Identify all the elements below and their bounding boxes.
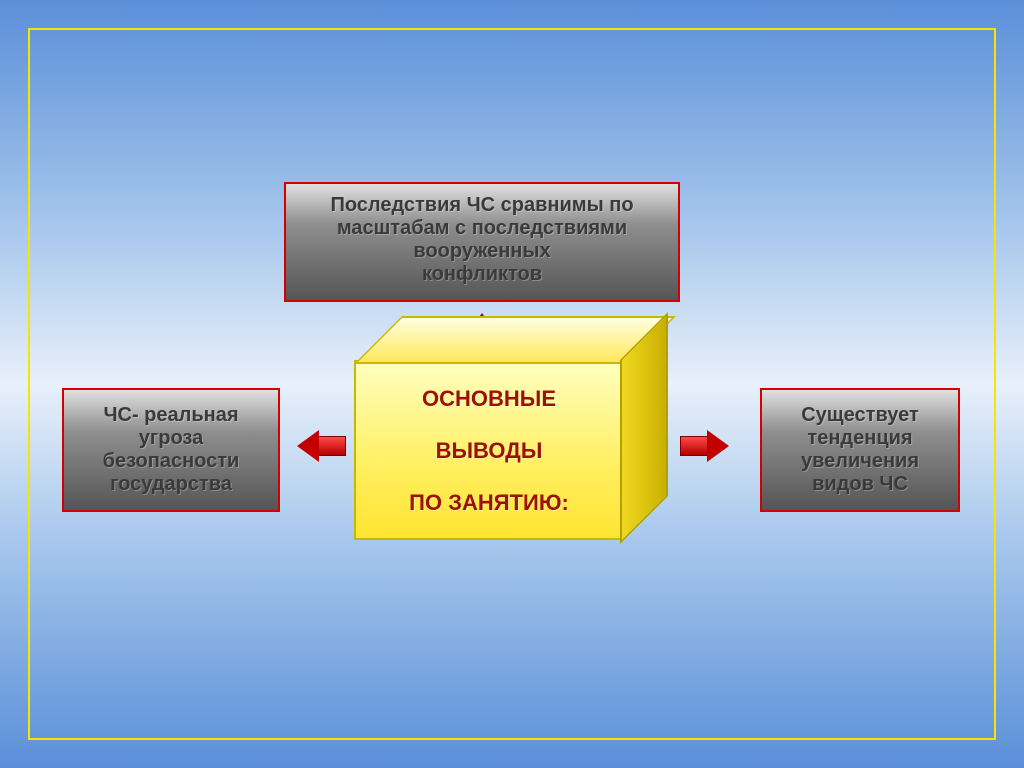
cube-line: ОСНОВНЫЕ — [356, 386, 622, 412]
cube-line: ПО ЗАНЯТИЮ: — [356, 490, 622, 516]
box-top: Последствия ЧС сравнимы по масштабам с п… — [284, 182, 680, 302]
box-right-line: увеличения — [776, 450, 944, 473]
box-right-line: Существует — [776, 404, 944, 427]
box-right: Существует тенденция увеличения видов ЧС — [760, 388, 960, 512]
box-top-line: масштабам с последствиями — [296, 217, 668, 240]
arrow-left-icon — [296, 430, 346, 462]
box-left-line: государства — [78, 473, 264, 496]
cube-line: ВЫВОДЫ — [356, 438, 622, 464]
box-left-line: ЧС- реальная — [78, 404, 264, 427]
box-left-line: угроза — [78, 427, 264, 450]
box-top-line: конфликтов — [296, 263, 668, 286]
box-right-line: тенденция — [776, 427, 944, 450]
box-top-line: вооруженных — [296, 240, 668, 263]
box-right-line: видов ЧС — [776, 473, 944, 496]
box-top-line: Последствия ЧС сравнимы по — [296, 194, 668, 217]
center-cube: ОСНОВНЫЕ ВЫВОДЫ ПО ЗАНЯТИЮ: — [354, 360, 624, 540]
box-left: ЧС- реальная угроза безопасности государ… — [62, 388, 280, 512]
box-left-line: безопасности — [78, 450, 264, 473]
arrow-right-icon — [680, 430, 730, 462]
